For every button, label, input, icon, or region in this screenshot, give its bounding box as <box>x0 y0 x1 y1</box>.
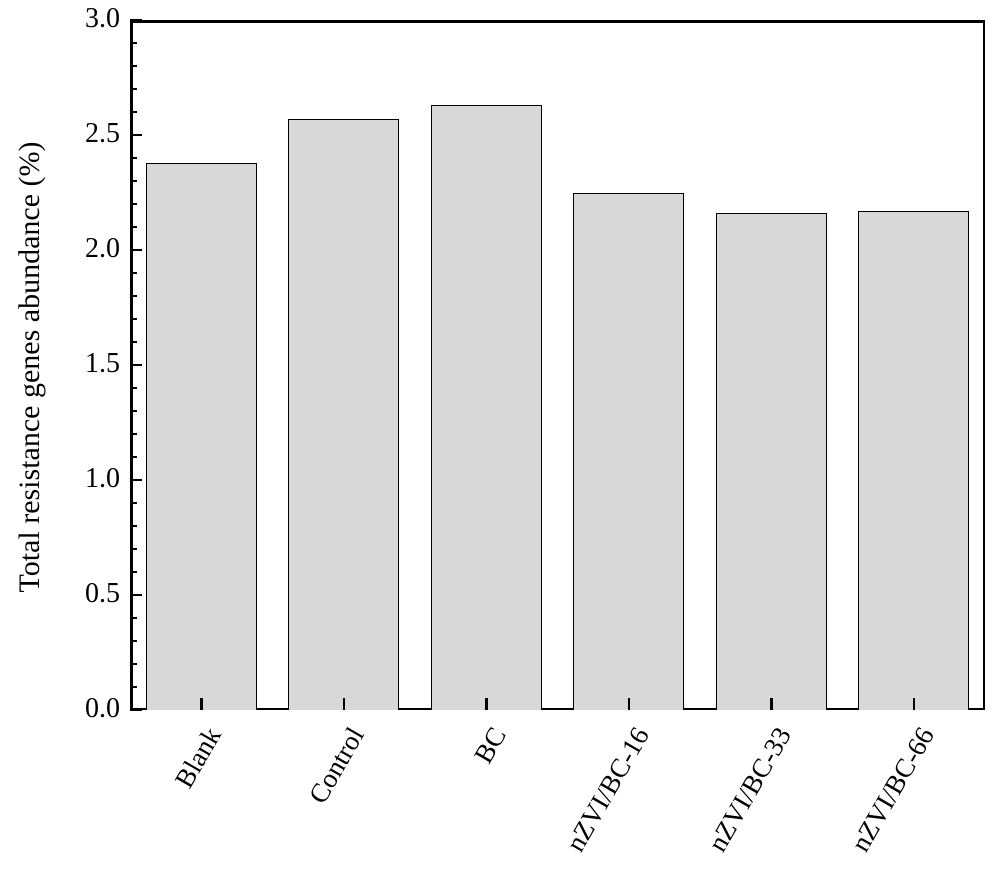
ytick-minor <box>130 617 137 619</box>
ytick-minor <box>130 341 137 343</box>
ytick-minor <box>130 226 137 228</box>
ytick-minor <box>130 456 137 458</box>
ytick-label: 0.0 <box>85 693 120 725</box>
xtick-label: nZVI/BC-16 <box>560 722 656 857</box>
ytick-label: 3.0 <box>85 3 120 35</box>
axis-bottom <box>130 708 985 711</box>
y-axis-label: Total resistance genes abundance (%) <box>13 67 47 667</box>
xtick <box>343 698 346 710</box>
ytick-minor <box>130 571 137 573</box>
xtick-label: BC <box>468 722 513 769</box>
ytick-major <box>130 249 142 252</box>
xtick-label: nZVI/BC-66 <box>845 722 941 857</box>
resistance-genes-bar-chart: 0.0 0.5 1.0 1.5 2.0 2.5 3.0 Blank Control BC nZVI/… <box>0 0 1000 893</box>
ytick-major <box>130 19 142 22</box>
bar <box>146 163 257 710</box>
ytick-major <box>130 134 142 137</box>
ytick-minor <box>130 663 137 665</box>
xtick-label: nZVI/BC-33 <box>702 722 798 857</box>
ytick-minor <box>130 65 137 67</box>
xtick-label: Control <box>302 722 370 809</box>
ytick-label: 1.0 <box>85 463 120 495</box>
ytick-minor <box>130 525 137 527</box>
bar <box>288 119 399 710</box>
ytick-minor <box>130 410 137 412</box>
xtick <box>628 698 631 710</box>
ytick-minor <box>130 88 137 90</box>
xtick <box>770 698 773 710</box>
ytick-label: 0.5 <box>85 578 120 610</box>
ytick-minor <box>130 295 137 297</box>
ytick-minor <box>130 42 137 44</box>
xtick <box>200 698 203 710</box>
ytick-label: 2.5 <box>85 118 120 150</box>
ytick-minor <box>130 318 137 320</box>
bar <box>858 211 969 710</box>
ytick-minor <box>130 502 137 504</box>
ytick-minor <box>130 111 137 113</box>
ytick-major <box>130 479 142 482</box>
bar <box>573 193 684 711</box>
ytick-label: 2.0 <box>85 233 120 265</box>
ytick-label: 1.5 <box>85 348 120 380</box>
xtick-label: Blank <box>169 722 228 793</box>
ytick-major <box>130 709 142 712</box>
ytick-minor <box>130 387 137 389</box>
bar <box>716 213 827 710</box>
ytick-minor <box>130 157 137 159</box>
ytick-major <box>130 364 142 367</box>
axis-right <box>983 20 986 710</box>
ytick-minor <box>130 203 137 205</box>
ytick-minor <box>130 686 137 688</box>
xtick <box>485 698 488 710</box>
ytick-minor <box>130 640 137 642</box>
axis-top <box>130 20 985 23</box>
ytick-major <box>130 594 142 597</box>
ytick-minor <box>130 433 137 435</box>
ytick-minor <box>130 548 137 550</box>
ytick-minor <box>130 272 137 274</box>
bar <box>431 105 542 710</box>
plot-area <box>130 20 985 710</box>
ytick-minor <box>130 180 137 182</box>
xtick <box>913 698 916 710</box>
